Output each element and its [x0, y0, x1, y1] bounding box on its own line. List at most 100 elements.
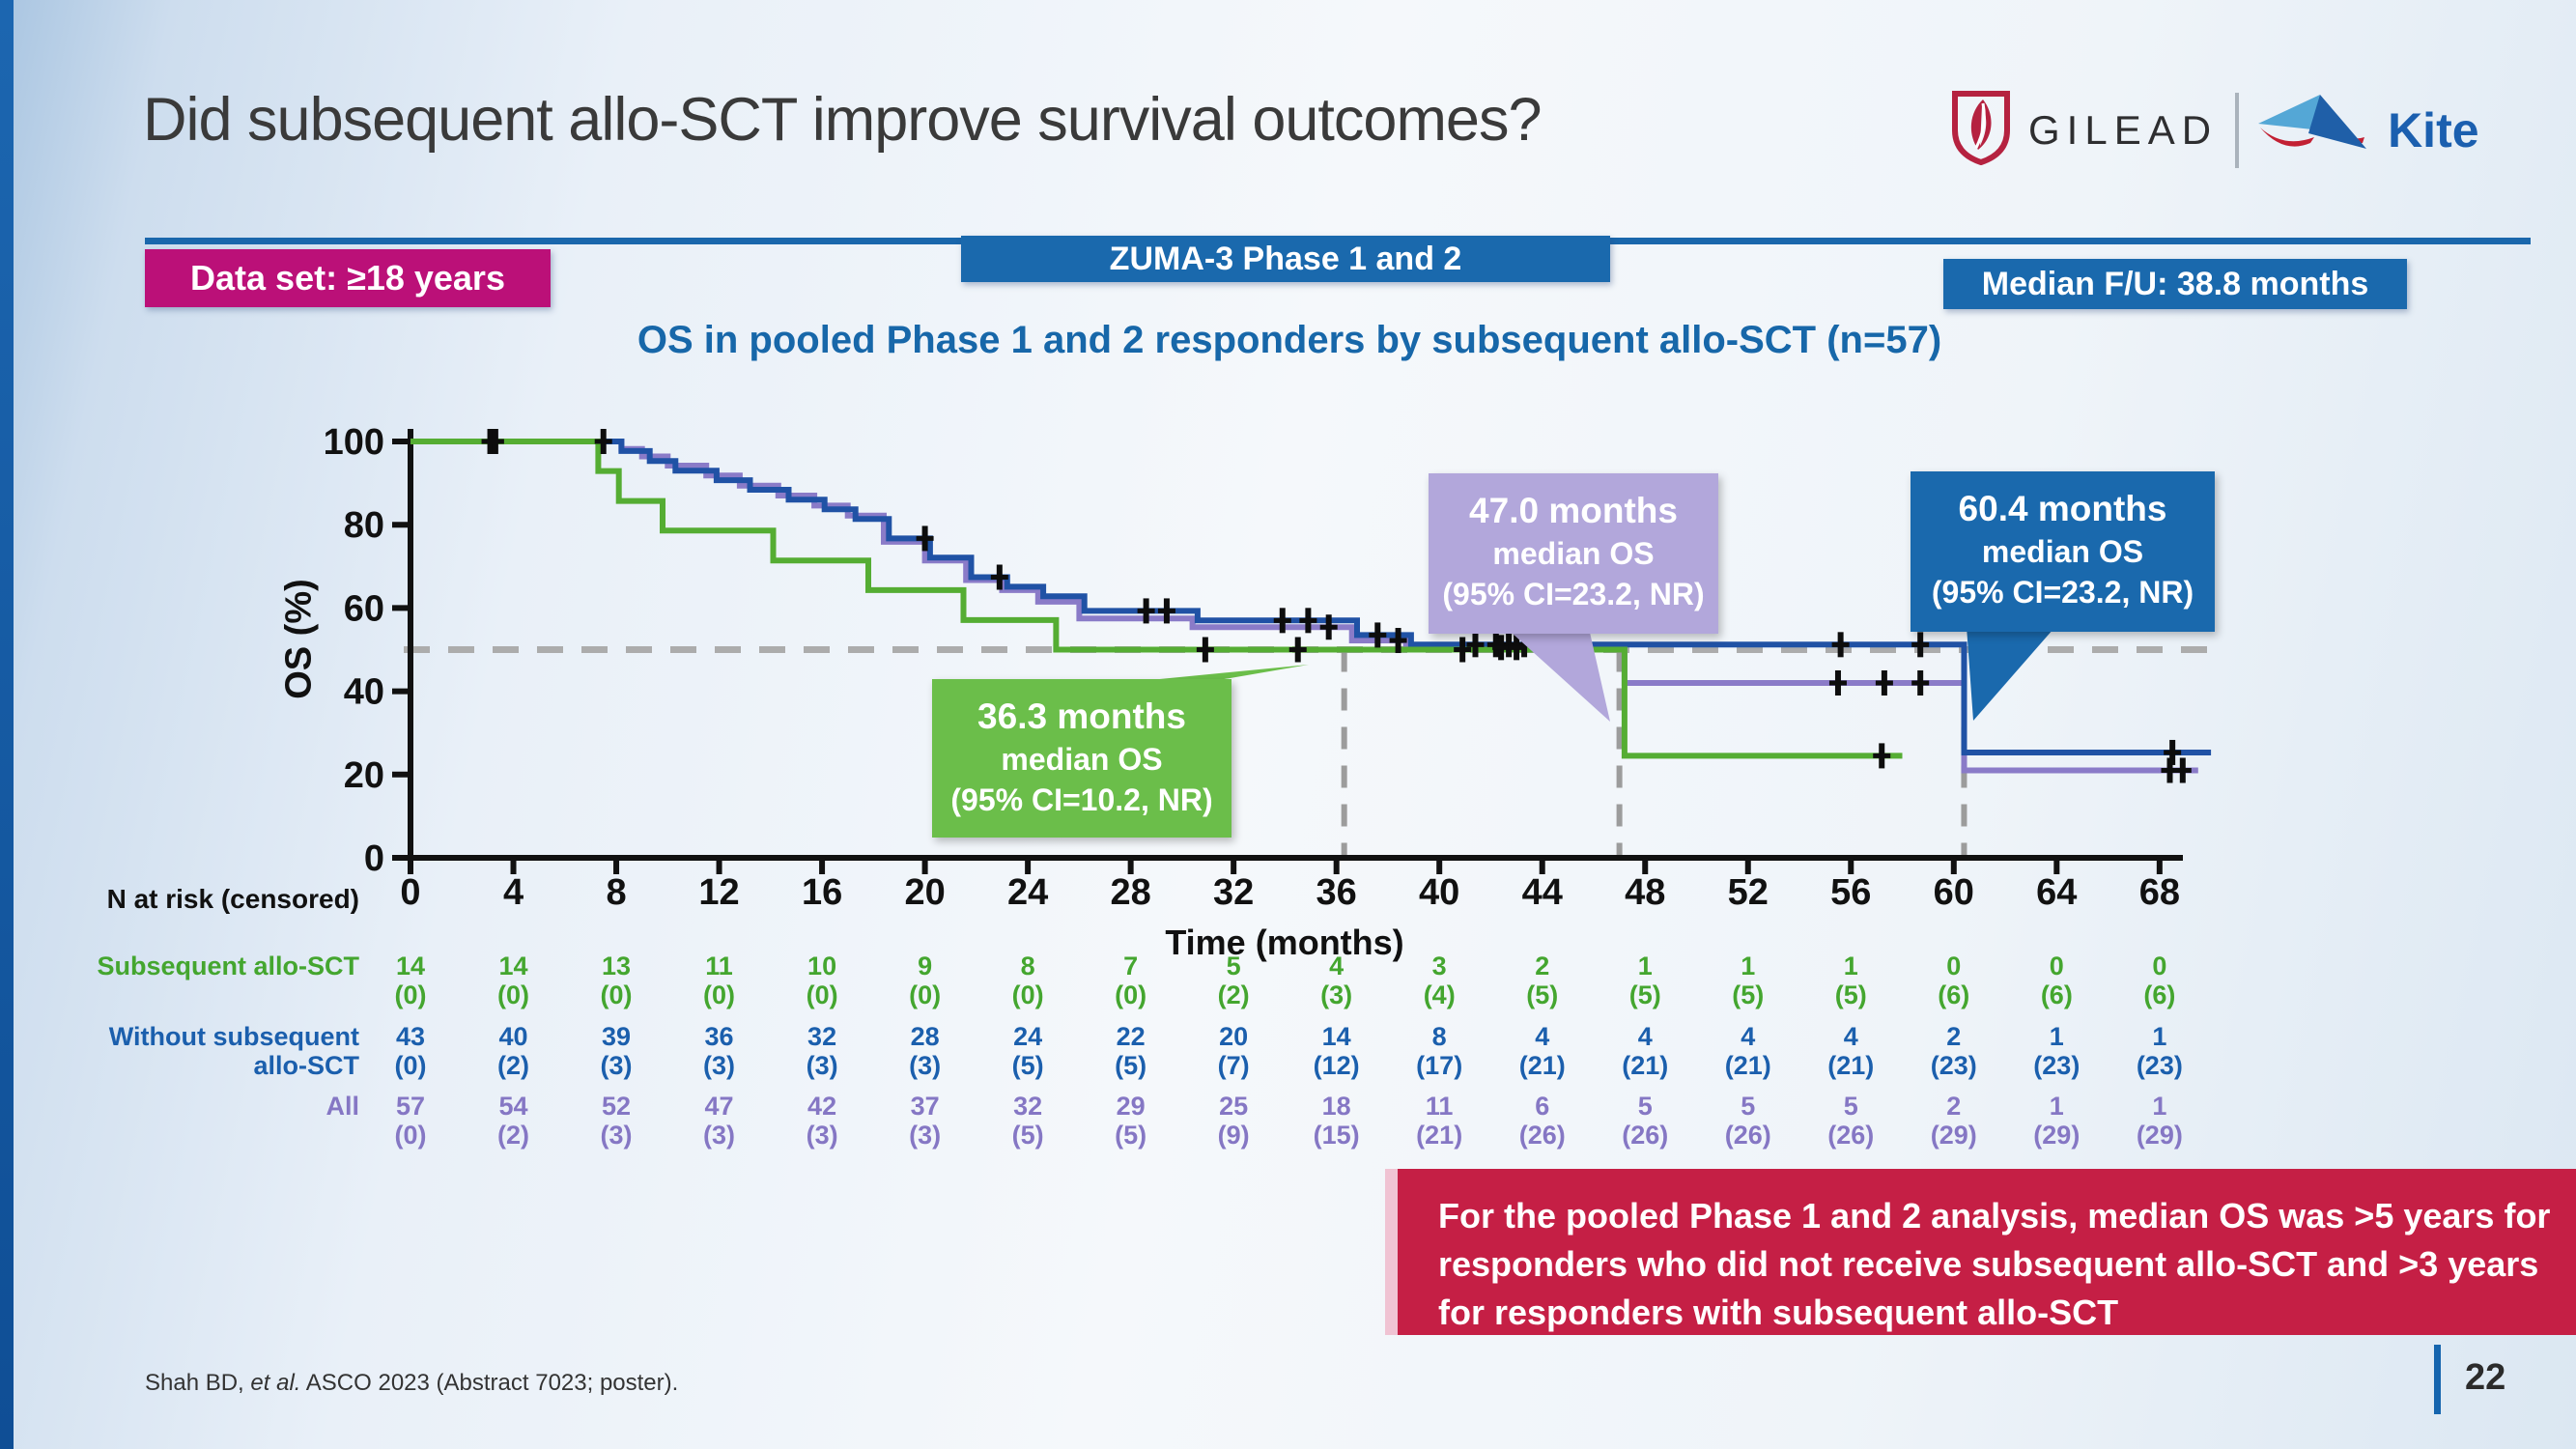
logo-divider	[2235, 92, 2240, 168]
median-os-callout-allosct: 36.3 months median OS (95% CI=10.2, NR)	[932, 679, 1231, 838]
y-tick-label: 100	[324, 422, 384, 463]
risk-row-label: Subsequent allo-SCT	[97, 952, 359, 980]
risk-row-label: All	[326, 1092, 359, 1121]
y-tick-label: 20	[344, 755, 384, 796]
dataset-badge: Data set: ≥18 years	[145, 249, 551, 307]
callout-line: median OS	[1492, 536, 1655, 571]
n-at-risk-label: N at risk (censored)	[106, 884, 359, 914]
risk-cell: 5 (26)	[1622, 1092, 1669, 1150]
risk-cell: 43 (0)	[394, 1022, 427, 1080]
x-tick-label: 36	[1316, 872, 1357, 913]
callout-title: 47.0 months	[1469, 491, 1678, 530]
km-curve	[410, 439, 1903, 759]
x-tick-label: 32	[1213, 872, 1255, 913]
x-tick-label: 64	[2036, 872, 2078, 913]
risk-cell: 3 (4)	[1423, 952, 1456, 1009]
callout-title: 60.4 months	[1958, 489, 2167, 528]
kite-plane-icon	[2256, 89, 2370, 171]
risk-cell: 57 (0)	[394, 1092, 427, 1150]
risk-cell: 4 (3)	[1320, 952, 1353, 1009]
risk-cell: 52 (3)	[600, 1092, 633, 1150]
risk-cell: 4 (21)	[1622, 1022, 1669, 1080]
callout-line: (95% CI=23.2, NR)	[1442, 577, 1705, 611]
kite-wordmark: Kite	[2388, 102, 2479, 157]
x-tick-label: 52	[1727, 872, 1769, 913]
risk-cell: 32 (5)	[1011, 1092, 1044, 1150]
callout-line: (95% CI=10.2, NR)	[950, 782, 1213, 817]
risk-cell: 2 (29)	[1930, 1092, 1977, 1150]
gilead-wordmark: GILEAD	[2028, 106, 2219, 153]
median-os-callout-no-allosct: 60.4 months median OS (95% CI=23.2, NR)	[1911, 471, 2215, 632]
risk-cell: 14 (12)	[1313, 1022, 1360, 1080]
x-tick-label: 44	[1521, 872, 1563, 913]
citation-suffix: ASCO 2023 (Abstract 7023; poster).	[300, 1370, 679, 1396]
callout-line: median OS	[1001, 742, 1163, 777]
risk-cell: 2 (5)	[1526, 952, 1559, 1009]
risk-cell: 24 (5)	[1011, 1022, 1044, 1080]
risk-cell: 1 (23)	[2033, 1022, 2081, 1080]
takeaway-accent-strip	[1385, 1169, 1398, 1335]
callout-pointer	[1966, 613, 2067, 721]
risk-cell: 4 (21)	[1724, 1022, 1771, 1080]
risk-cell: 5 (26)	[1827, 1092, 1875, 1150]
y-tick-label: 40	[344, 672, 384, 713]
risk-cell: 14 (0)	[497, 952, 530, 1009]
page-title: Did subsequent allo-SCT improve survival…	[143, 86, 1543, 154]
risk-cell: 8 (0)	[1011, 952, 1044, 1009]
callout-line: median OS	[1981, 534, 2144, 569]
risk-cell: 0 (6)	[2040, 952, 2073, 1009]
risk-cell: 25 (9)	[1217, 1092, 1250, 1150]
callout-line: (95% CI=23.2, NR)	[1931, 575, 2194, 610]
x-tick-label: 68	[2138, 872, 2180, 913]
risk-cell: 32 (3)	[806, 1022, 838, 1080]
risk-cell: 1 (23)	[2136, 1022, 2183, 1080]
risk-cell: 1 (5)	[1732, 952, 1765, 1009]
takeaway-box: For the pooled Phase 1 and 2 analysis, m…	[1398, 1169, 2576, 1335]
logo-group: GILEAD Kite	[1951, 89, 2479, 171]
risk-cell: 2 (23)	[1930, 1022, 1977, 1080]
km-plot: 0 20 40 60 80 100	[324, 422, 2214, 879]
risk-cell: 54 (2)	[497, 1092, 530, 1150]
risk-cell: 0 (6)	[2143, 952, 2176, 1009]
chart-title: OS in pooled Phase 1 and 2 responders by…	[637, 319, 1942, 361]
x-tick-label: 8	[606, 872, 627, 913]
x-tick-label: 20	[904, 872, 946, 913]
slide-edge-accent	[0, 0, 14, 1449]
risk-cell: 4 (21)	[1827, 1022, 1875, 1080]
risk-cell: 20 (7)	[1217, 1022, 1250, 1080]
risk-cell: 6 (26)	[1518, 1092, 1566, 1150]
callout-pointer	[1492, 615, 1610, 722]
x-tick-label: 48	[1625, 872, 1666, 913]
page-number-bar	[2434, 1345, 2441, 1414]
callout-title: 36.3 months	[977, 696, 1186, 736]
risk-cell: 11 (0)	[703, 952, 736, 1009]
risk-cell: 29 (5)	[1115, 1092, 1147, 1150]
x-tick-label: 28	[1110, 872, 1151, 913]
risk-cell: 1 (5)	[1628, 952, 1661, 1009]
risk-cell: 18 (15)	[1313, 1092, 1360, 1150]
risk-cell: 9 (0)	[909, 952, 942, 1009]
x-tick-label: 40	[1419, 872, 1460, 913]
y-tick-label: 0	[364, 838, 384, 879]
risk-cell: 1 (29)	[2136, 1092, 2183, 1150]
x-tick-label: 4	[502, 872, 524, 913]
callout-pointer	[1130, 665, 1309, 682]
x-tick-label: 56	[1830, 872, 1872, 913]
risk-cell: 37 (3)	[909, 1092, 942, 1150]
risk-cell: 5 (2)	[1217, 952, 1250, 1009]
citation-prefix: Shah BD,	[145, 1370, 251, 1396]
risk-cell: 22 (5)	[1115, 1022, 1147, 1080]
risk-cell: 1 (29)	[2033, 1092, 2081, 1150]
risk-cell: 5 (26)	[1724, 1092, 1771, 1150]
followup-badge: Median F/U: 38.8 months	[1943, 259, 2407, 309]
x-tick-label: 60	[1933, 872, 1974, 913]
risk-cell: 1 (5)	[1834, 952, 1867, 1009]
risk-cell: 0 (6)	[1938, 952, 1970, 1009]
risk-cell: 10 (0)	[806, 952, 838, 1009]
citation: Shah BD, et al. ASCO 2023 (Abstract 7023…	[145, 1370, 678, 1397]
risk-row-label: Without subsequent allo-SCT	[108, 1022, 359, 1080]
risk-cell: 4 (21)	[1518, 1022, 1566, 1080]
risk-cell: 28 (3)	[909, 1022, 942, 1080]
risk-cell: 7 (0)	[1115, 952, 1147, 1009]
